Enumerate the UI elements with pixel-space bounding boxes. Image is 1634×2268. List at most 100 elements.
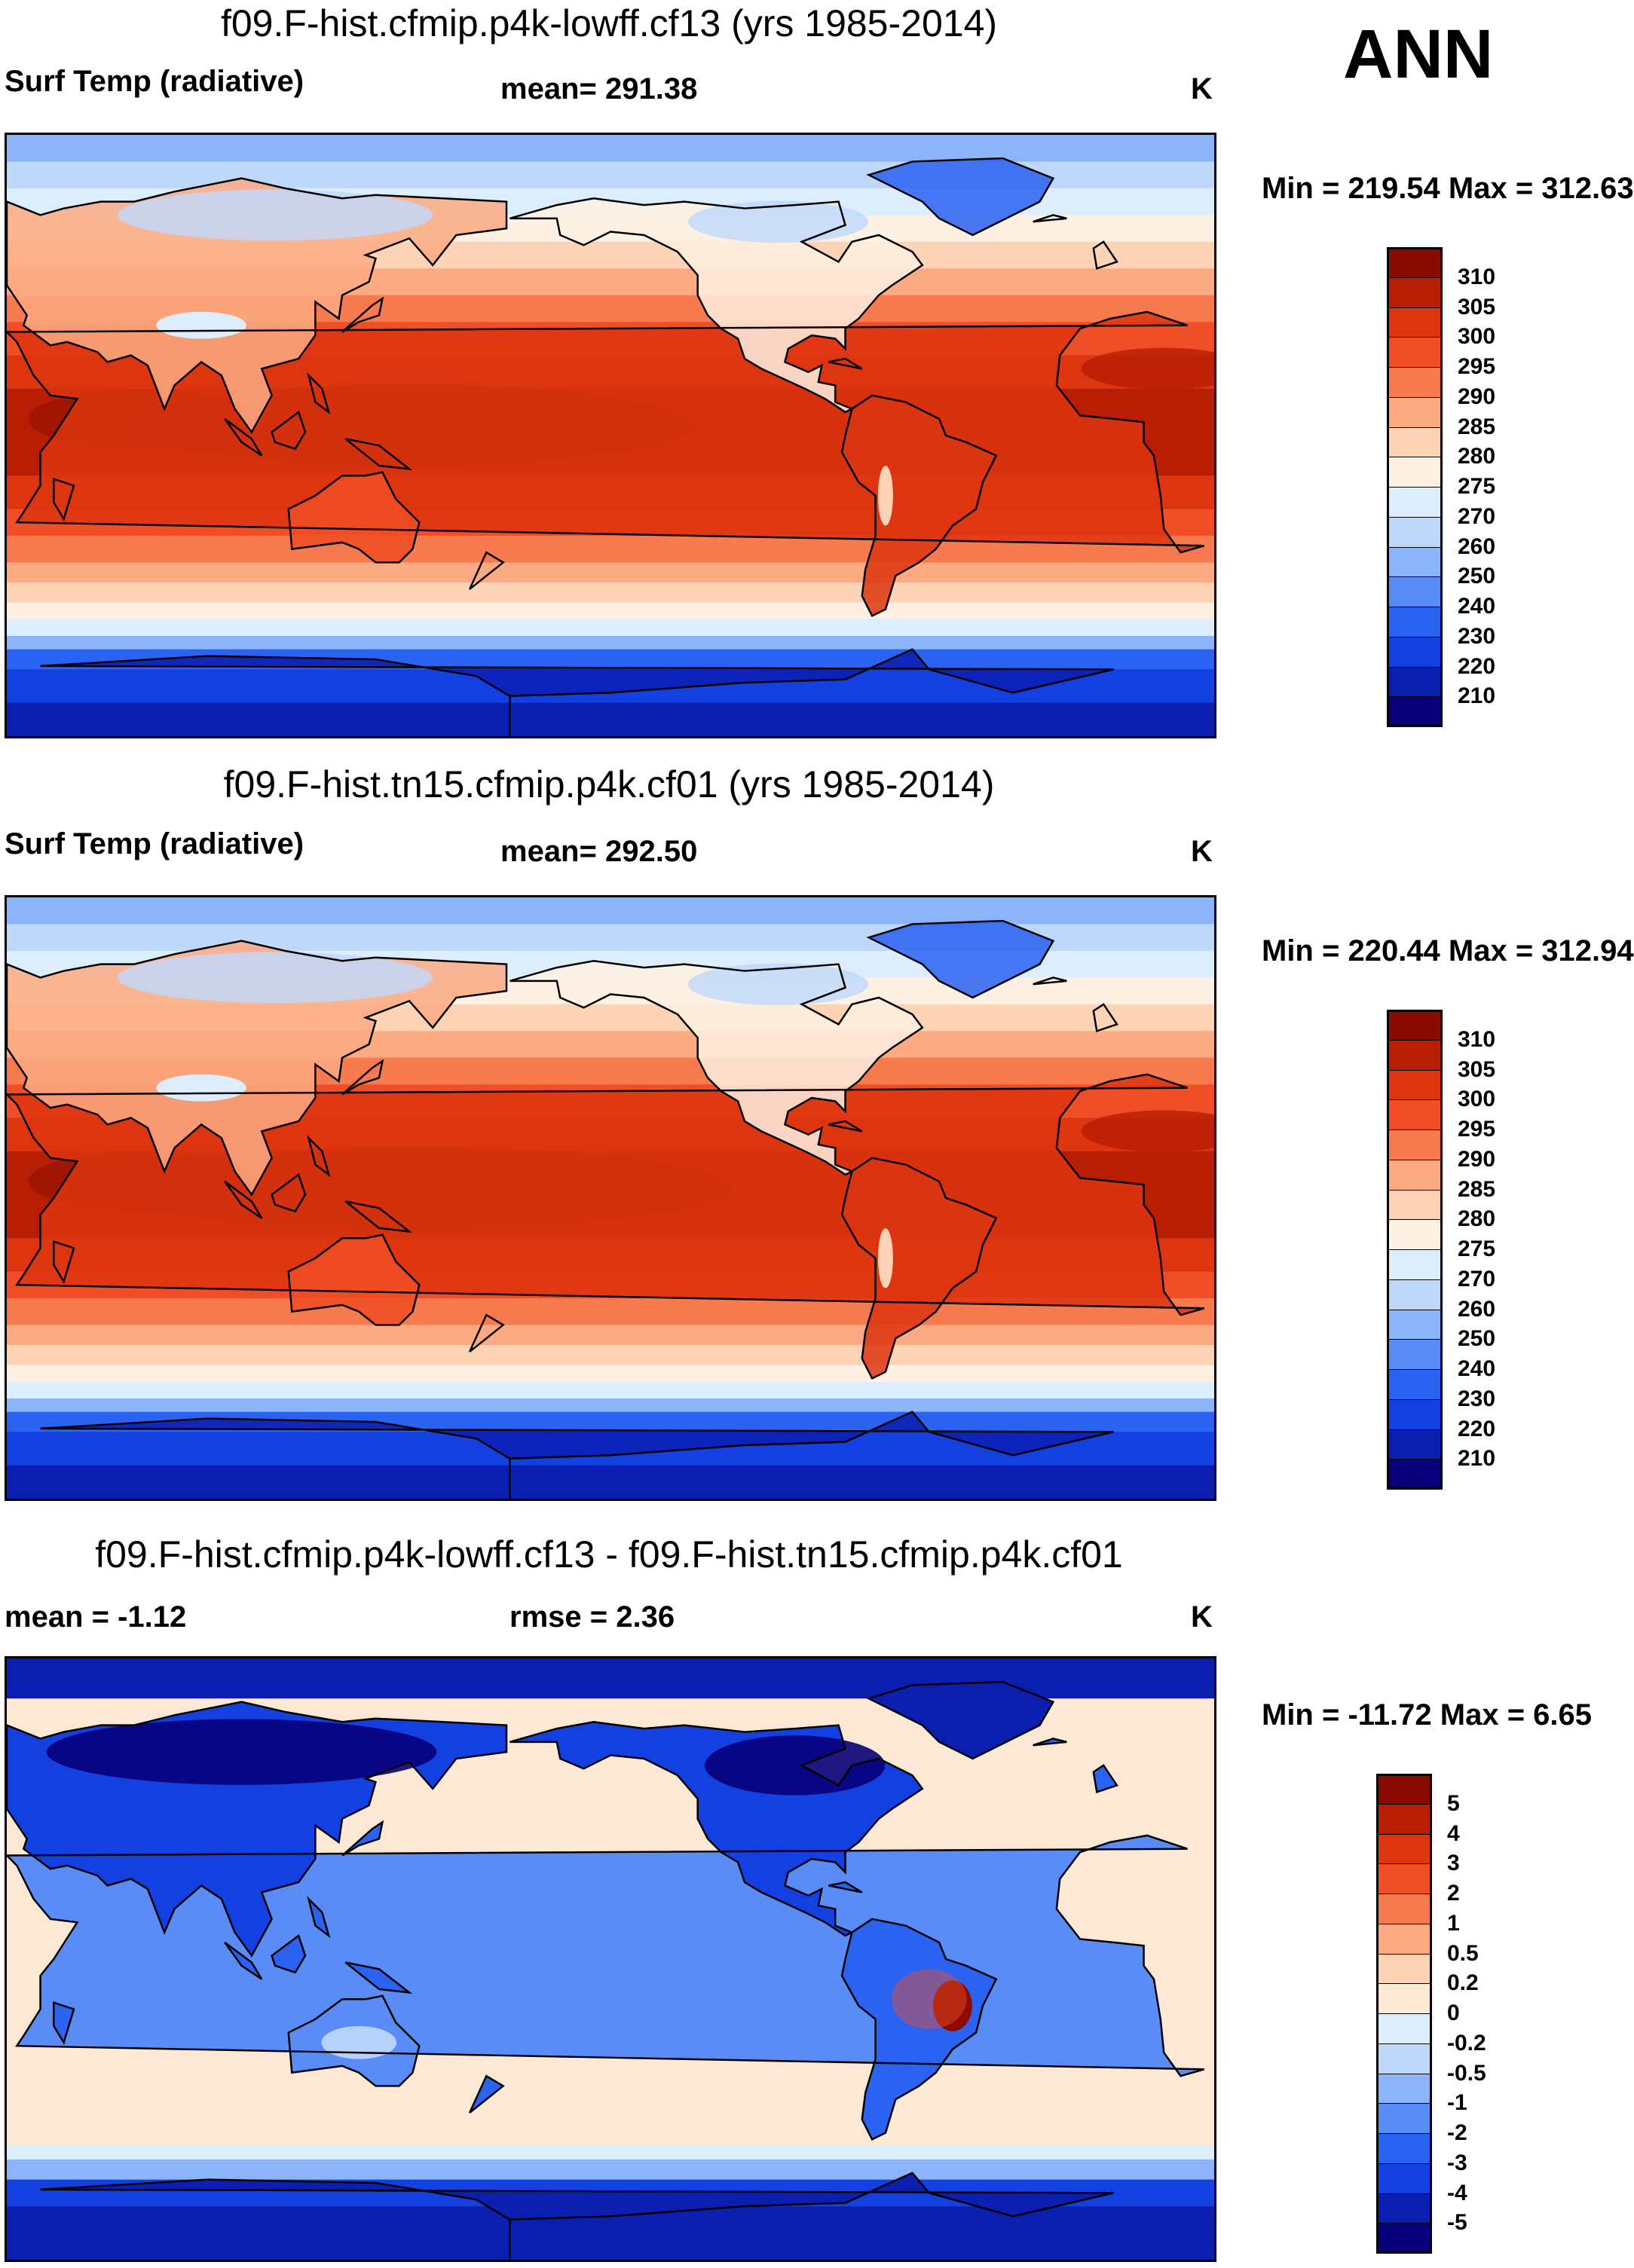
- coastline: [1033, 977, 1067, 986]
- panel2-colorbar: 310 305 300 295 290 285 280 275 270 260 250 240 230 2…: [1387, 1010, 1553, 1490]
- temperature-band: [7, 1345, 1214, 1366]
- panel1-title: f09.F-hist.cfmip.p4k-lowff.cf13 (yrs 198…: [220, 2, 998, 44]
- colorbar-tick-label: 300: [1458, 1087, 1496, 1112]
- land-eurasia: [7, 178, 507, 433]
- panel3-minmax-label: Min = -11.72 Max = 6.65: [1262, 1698, 1593, 1732]
- coastline: [53, 1239, 75, 1284]
- panel3-units-label: K: [1191, 1600, 1213, 1634]
- panel1-minmax-label: Min = 219.54 Max = 312.63: [1262, 172, 1634, 205]
- land-antarctica: [40, 2172, 1114, 2260]
- colorbar-tick-label: 220: [1458, 653, 1496, 679]
- coastline: [509, 960, 924, 1176]
- temperature-band: [7, 636, 1214, 650]
- temperature-band: [7, 135, 1214, 163]
- colorbar-tick-label: -0.5: [1447, 2060, 1486, 2086]
- colorbar-tick-label: 295: [1458, 1117, 1496, 1142]
- colorbar-tick-label: 290: [1458, 1146, 1496, 1172]
- panel2-minmax-label: Min = 220.44 Max = 312.94: [1262, 934, 1634, 967]
- coastline: [828, 357, 863, 370]
- coastline: [307, 1896, 331, 1939]
- colorbar-tick-label: 2: [1447, 1881, 1460, 1906]
- coastline: [7, 1073, 1204, 1316]
- coastline: [287, 471, 421, 564]
- panel3-title: f09.F-hist.cfmip.p4k-lowff.cf13 - f09.F-…: [95, 1533, 1123, 1576]
- colorbar-box: [1376, 2103, 1432, 2134]
- coastline: [40, 1411, 1114, 1499]
- coastline: [53, 2001, 75, 2045]
- land-antarctica: [40, 649, 1114, 736]
- colorbar-tick-label: -3: [1447, 2150, 1467, 2175]
- coastline: [840, 394, 998, 618]
- colorbar-tick-label: 210: [1458, 683, 1496, 709]
- coastline: [307, 372, 331, 415]
- coastline: [7, 940, 508, 1197]
- coastline: [468, 551, 505, 590]
- colorbar-tick-label: 250: [1458, 564, 1496, 589]
- panel3-mean-label: mean = -1.12: [5, 1600, 187, 1634]
- coastline: [224, 1941, 263, 1980]
- coastline: [341, 1059, 384, 1096]
- coastline: [7, 1834, 1204, 2077]
- coastline: [1092, 240, 1118, 271]
- temperature-band: [7, 582, 1214, 604]
- colorbar-tick-label: -5: [1447, 2210, 1467, 2236]
- coastline: [341, 1820, 384, 1857]
- colorbar-tick-label: 305: [1458, 1056, 1496, 1082]
- warm-anomaly-brazil: [932, 1980, 972, 2031]
- colorbar-tick-label: 230: [1458, 1386, 1496, 1411]
- coastline: [307, 1135, 331, 1178]
- coastline: [224, 417, 263, 457]
- colorbar-tick-label: 285: [1458, 1176, 1496, 1202]
- temperature-band: [7, 1381, 1214, 1399]
- colorbar-tick-label: 280: [1458, 444, 1496, 469]
- colorbar-tick-label: 240: [1458, 594, 1496, 619]
- cold-region-canada: [687, 200, 869, 243]
- temperature-band: [7, 619, 1214, 637]
- coastline: [1033, 1738, 1067, 1747]
- colorbar-box: [1387, 1129, 1443, 1160]
- panel2-title: f09.F-hist.tn15.cfmip.p4k.cf01 (yrs 1985…: [223, 763, 995, 805]
- coastline: [7, 177, 508, 434]
- colorbar-box: [1387, 396, 1443, 428]
- colorbar-box: [1387, 277, 1443, 308]
- colorbar-tick-label: 260: [1458, 1296, 1496, 1322]
- coastline: [509, 1721, 924, 1937]
- coastline: [828, 1881, 863, 1894]
- warm-anomaly-brazil-halo: [891, 1969, 967, 2029]
- colorbar-frame: [1387, 1010, 1443, 1489]
- coastline: [287, 1233, 421, 1326]
- land-eurasia: [7, 940, 507, 1195]
- colorbar-box: [1376, 1953, 1432, 1985]
- colorbar-box: [1387, 1459, 1443, 1490]
- land-australia: [288, 472, 420, 563]
- panel2-map: [5, 895, 1216, 1501]
- colorbar-box: [1376, 2163, 1432, 2194]
- panel1-map: [5, 133, 1216, 738]
- colorbar-tick-label: -4: [1447, 2180, 1467, 2205]
- coastline: [509, 197, 924, 414]
- colorbar-box: [1376, 1863, 1432, 1894]
- coastline: [468, 1313, 505, 1353]
- coastline: [468, 2074, 505, 2114]
- land-island: [1093, 1765, 1117, 1793]
- temperature-band: [7, 1365, 1214, 1383]
- land-samerica: [842, 1157, 996, 1379]
- coastline: [866, 919, 1055, 999]
- panel1-variable-label: Surf Temp (radiative): [5, 65, 304, 98]
- colorbar-tick-label: 4: [1447, 1820, 1460, 1846]
- land-samerica: [842, 395, 996, 616]
- coastline: [7, 310, 1204, 554]
- colorbar-tick-label: 240: [1458, 1356, 1496, 1381]
- temperature-band: [7, 702, 1214, 736]
- colorbar-tick-label: 210: [1458, 1446, 1496, 1472]
- colorbar-tick-label: 250: [1458, 1326, 1496, 1352]
- colorbar-box: [1387, 426, 1443, 458]
- colorbar-tick-label: 305: [1458, 294, 1496, 319]
- panel2-mean-label: mean= 292.50: [500, 835, 698, 868]
- colorbar-tick-label: 275: [1458, 474, 1496, 499]
- colorbar-tick-label: 285: [1458, 414, 1496, 439]
- temperature-band: [7, 1325, 1214, 1346]
- cold-region-canada: [687, 963, 869, 1006]
- coastline: [344, 1961, 413, 1994]
- colorbar-box: [1387, 576, 1443, 607]
